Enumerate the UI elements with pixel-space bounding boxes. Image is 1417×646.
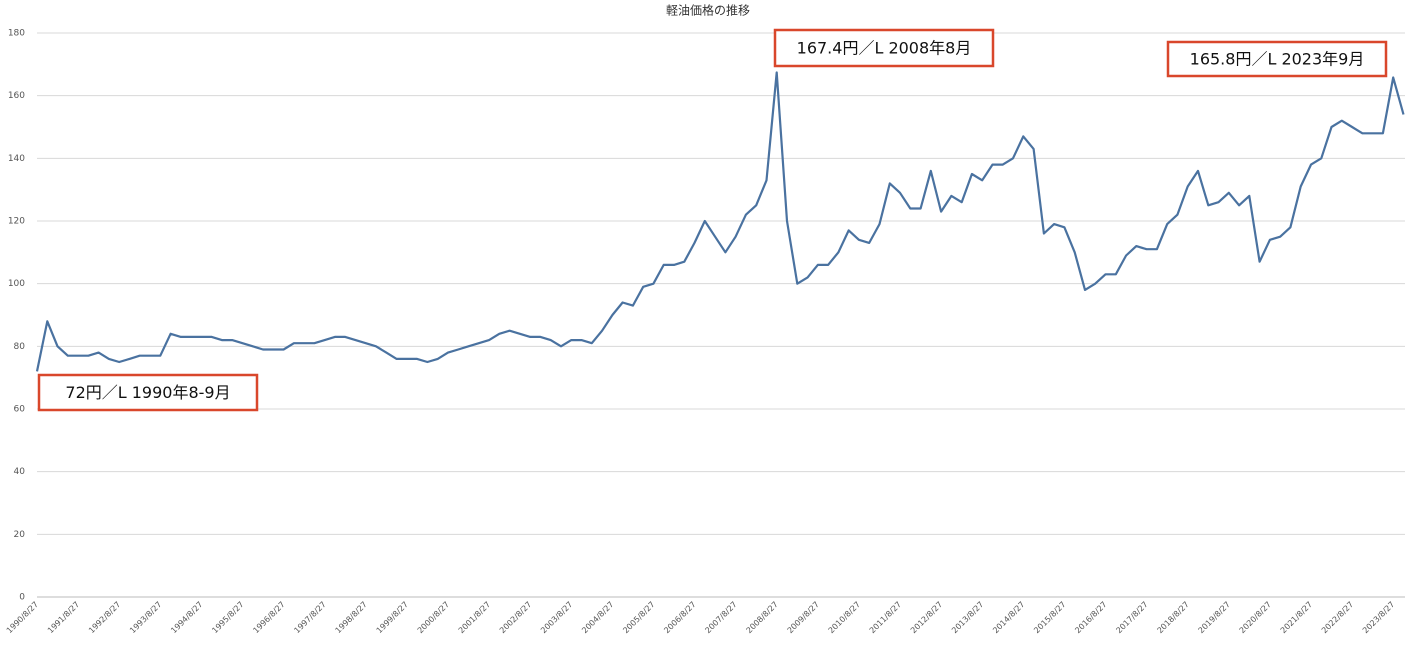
x-tick-label: 1997/8/27 xyxy=(292,600,327,635)
x-tick-label: 2016/8/27 xyxy=(1073,600,1108,635)
x-tick-label: 2007/8/27 xyxy=(703,600,738,635)
y-tick-label: 140 xyxy=(8,154,25,164)
x-tick-label: 2020/8/27 xyxy=(1238,600,1273,635)
y-tick-label: 60 xyxy=(14,405,26,415)
annotation-box xyxy=(1166,40,1388,78)
x-tick-label: 1993/8/27 xyxy=(128,600,163,635)
x-tick-label: 1998/8/27 xyxy=(334,600,369,635)
y-tick-label: 80 xyxy=(14,342,26,352)
x-tick-label: 1995/8/27 xyxy=(210,600,245,635)
x-tick-label: 2015/8/27 xyxy=(1032,600,1067,635)
x-tick-label: 2011/8/27 xyxy=(868,600,903,635)
annotation-box xyxy=(773,28,995,68)
x-tick-label: 1994/8/27 xyxy=(169,600,204,635)
x-tick-label: 2009/8/27 xyxy=(786,600,821,635)
x-tick-label: 2018/8/27 xyxy=(1156,600,1191,635)
x-tick-label: 1996/8/27 xyxy=(251,600,286,635)
x-tick-label: 2022/8/27 xyxy=(1320,600,1355,635)
x-tick-label: 2023/8/27 xyxy=(1361,600,1396,635)
x-tick-label: 2012/8/27 xyxy=(909,600,944,635)
x-tick-label: 2003/8/27 xyxy=(539,600,574,635)
y-tick-label: 120 xyxy=(8,217,25,227)
x-tick-label: 2021/8/27 xyxy=(1279,600,1314,635)
annotation-text: 72円／L 1990年8-9月 xyxy=(65,383,230,402)
x-tick-label: 2005/8/27 xyxy=(621,600,656,635)
annotation-text: 167.4円／L 2008年8月 xyxy=(797,39,972,58)
x-tick-label: 2008/8/27 xyxy=(745,600,780,635)
x-tick-label: 2010/8/27 xyxy=(827,600,862,635)
x-tick-label: 2017/8/27 xyxy=(1114,600,1149,635)
x-tick-label: 2000/8/27 xyxy=(416,600,451,635)
y-tick-label: 20 xyxy=(14,530,26,540)
annotation-text: 165.8円／L 2023年9月 xyxy=(1190,50,1365,69)
y-tick-label: 100 xyxy=(8,279,25,289)
chart-title: 軽油価格の推移 xyxy=(666,3,750,18)
x-tick-label: 2013/8/27 xyxy=(950,600,985,635)
x-tick-label: 1990/8/27 xyxy=(5,600,40,635)
line-series xyxy=(35,71,1405,372)
x-tick-label: 2001/8/27 xyxy=(457,600,492,635)
x-tick-label: 2002/8/27 xyxy=(498,600,533,635)
x-tick-label: 2004/8/27 xyxy=(580,600,615,635)
x-tick-label: 1992/8/27 xyxy=(87,600,122,635)
annotation-box xyxy=(37,373,259,412)
x-tick-label: 2014/8/27 xyxy=(991,600,1026,635)
y-tick-label: 0 xyxy=(19,593,25,603)
y-tick-label: 40 xyxy=(14,467,26,477)
y-tick-label: 180 xyxy=(8,29,25,39)
y-tick-label: 160 xyxy=(8,91,25,101)
x-tick-label: 1991/8/27 xyxy=(46,600,81,635)
x-tick-label: 1999/8/27 xyxy=(375,600,410,635)
x-tick-label: 2006/8/27 xyxy=(662,600,697,635)
x-tick-label: 2019/8/27 xyxy=(1197,600,1232,635)
